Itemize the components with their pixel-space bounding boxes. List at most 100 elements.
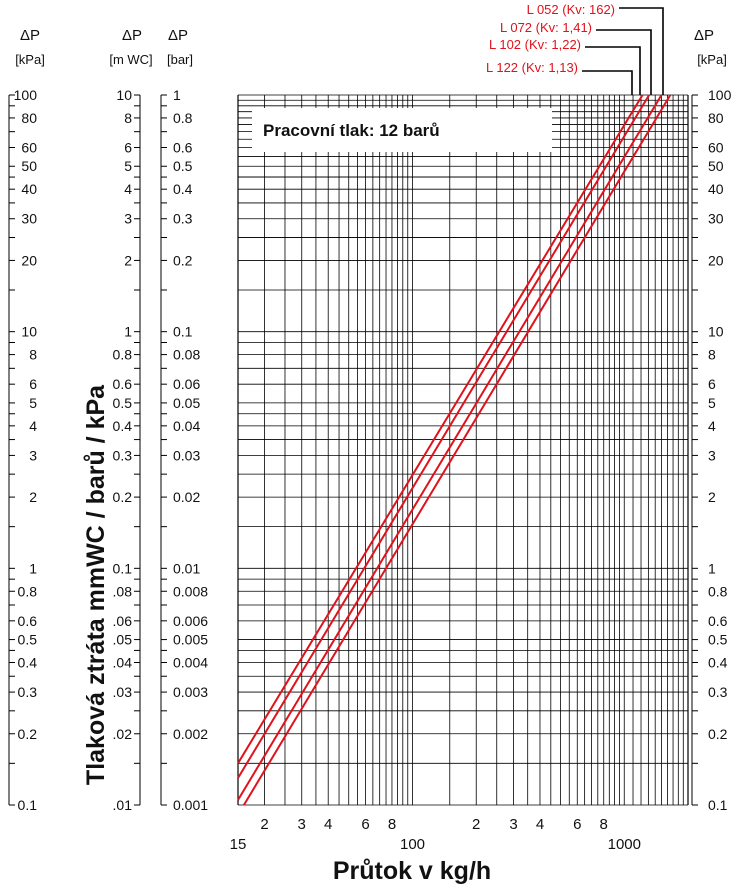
mwc-tick-label: .05 (113, 632, 133, 648)
bar-axis-header: ΔP (168, 27, 188, 44)
bar-tick-label: 0.1 (173, 324, 193, 340)
kpa-tick-label: 80 (21, 110, 37, 126)
kpa_right-tick-label: 30 (708, 211, 724, 227)
bar-tick-label: 0.08 (173, 347, 200, 363)
mwc-tick-label: 4 (124, 181, 132, 197)
x-tick-label: 4 (324, 816, 332, 833)
legend-leader (582, 70, 633, 95)
mwc-tick-label: .04 (113, 655, 133, 671)
x-tick-label: 6 (361, 816, 369, 833)
bar-tick-label: 0.8 (173, 110, 193, 126)
bar-tick-label: 0.002 (173, 726, 208, 742)
kpa_right-tick-label: 1 (708, 560, 716, 576)
x-tick-label: 2 (472, 816, 480, 833)
y-scales: ΔP [kPa] 100 80 60 50 40 30 20 10 8 6 5 4 3 2 1 0.8 0.6 0.5… (8, 27, 732, 813)
kpa_right-tick-label: 10 (708, 324, 724, 340)
legend-leader (596, 29, 652, 95)
legend-label: L 122 (Kv: 1,13) (486, 60, 578, 75)
mwc-tick-label: .02 (113, 726, 133, 742)
bar-tick-label: 0.001 (173, 797, 208, 813)
bar-tick-label: 0.5 (173, 158, 193, 174)
bar-tick-label: 0.003 (173, 684, 208, 700)
mwc-tick-label: 0.3 (113, 447, 133, 463)
legend-leader (619, 7, 664, 95)
bar-tick-label: 0.004 (173, 655, 208, 671)
series-line (243, 94, 672, 806)
x-tick-label: 3 (298, 816, 306, 833)
y-axis-title: Tlaková ztráta mmWC / barů / kPa (82, 384, 110, 785)
kpa_right-tick-label: 100 (708, 87, 732, 103)
kpa_right-tick-label: 0.1 (708, 797, 728, 813)
x-tick-label: 100 (400, 836, 425, 853)
kpa_right-tick-label: 5 (708, 395, 716, 411)
series-line (237, 94, 644, 764)
bar-axis-unit: [bar] (167, 52, 193, 67)
mwc-tick-label: .08 (113, 583, 133, 599)
kpa_right-tick-label: 0.3 (708, 684, 728, 700)
bar-tick-label: 0.05 (173, 395, 200, 411)
kpa_right-tick-label: 0.4 (708, 655, 728, 671)
legend-label: L 102 (Kv: 1,22) (489, 37, 581, 52)
mwc-tick-label: 0.4 (113, 418, 133, 434)
bar-tick-label: 0.2 (173, 252, 193, 268)
kpa-axis-header: ΔP (20, 27, 40, 44)
kpa_right-tick-label: 0.5 (708, 632, 728, 648)
bar-tick-label: 0.02 (173, 489, 200, 505)
mwc-tick-label: 0.2 (113, 489, 133, 505)
kpa-tick-label: 20 (21, 252, 37, 268)
mwc-tick-label: 0.1 (113, 560, 133, 576)
series-line (237, 94, 663, 801)
series-line (237, 94, 650, 779)
x-tick-label: 2 (260, 816, 268, 833)
legend-leader (585, 46, 641, 95)
mwc-tick-label: 10 (116, 87, 132, 103)
kpa_right-tick-label: 20 (708, 252, 724, 268)
mwc-tick-label: 0.6 (113, 376, 133, 392)
mwc-axis-unit: [m WC] (109, 52, 152, 67)
kpa_right-axis-header: ΔP (694, 27, 714, 44)
mwc-tick-label: 8 (124, 110, 132, 126)
bar-tick-label: 0.01 (173, 560, 200, 576)
kpa-tick-label: 0.5 (18, 632, 38, 648)
kpa-tick-label: 0.3 (18, 684, 38, 700)
kpa-tick-label: 5 (29, 395, 37, 411)
x-tick-label: 15 (230, 836, 247, 853)
kpa_right-tick-label: 80 (708, 110, 724, 126)
bar-tick-label: 0.06 (173, 376, 200, 392)
kpa-tick-label: 0.8 (18, 583, 38, 599)
x-tick-label: 3 (509, 816, 517, 833)
kpa-tick-label: 3 (29, 447, 37, 463)
legend-label: L 072 (Kv: 1,41) (500, 20, 592, 35)
bar-tick-label: 0.005 (173, 632, 208, 648)
bar-tick-label: 0.4 (173, 181, 193, 197)
mwc-tick-label: .03 (113, 684, 133, 700)
bar-tick-label: 0.006 (173, 613, 208, 629)
mwc-tick-label: 0.5 (113, 395, 133, 411)
mwc-tick-label: 2 (124, 252, 132, 268)
mwc-tick-label: 5 (124, 158, 132, 174)
bar-tick-label: 0.6 (173, 140, 193, 156)
x-tick-label: 8 (388, 816, 396, 833)
kpa-tick-label: 0.2 (18, 726, 38, 742)
kpa-tick-label: 2 (29, 489, 37, 505)
mwc-tick-label: 1 (124, 324, 132, 340)
mwc-axis-header: ΔP (122, 27, 142, 44)
kpa_right-tick-label: 0.2 (708, 726, 728, 742)
kpa-tick-label: 6 (29, 376, 37, 392)
x-axis-title: Průtok v kg/h (333, 857, 491, 885)
bar-tick-label: 0.3 (173, 211, 193, 227)
kpa-tick-label: 50 (21, 158, 37, 174)
kpa-tick-label: 1 (29, 560, 37, 576)
annotation-text: Pracovní tlak: 12 barů (263, 121, 440, 140)
mwc-tick-label: 3 (124, 211, 132, 227)
bar-tick-label: 0.04 (173, 418, 200, 434)
bar-tick-label: 0.03 (173, 447, 200, 463)
x-tick-label: 6 (573, 816, 581, 833)
kpa_right-tick-label: 8 (708, 347, 716, 363)
mwc-tick-label: 6 (124, 140, 132, 156)
kpa-tick-label: 30 (21, 211, 37, 227)
mwc-tick-label: .01 (113, 797, 133, 813)
kpa_right-tick-label: 0.8 (708, 583, 728, 599)
